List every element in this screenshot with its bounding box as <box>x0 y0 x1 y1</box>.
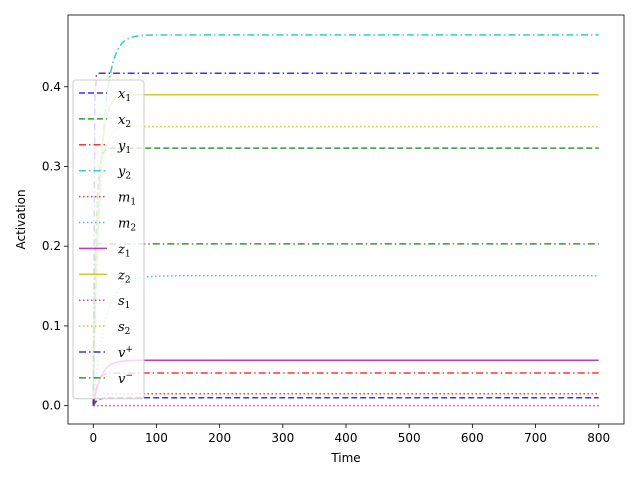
series-line-y-1 <box>92 372 599 406</box>
x-tick-label: 600 <box>461 431 484 445</box>
legend-label: y2 <box>117 165 131 182</box>
series-line-v- <box>92 72 599 406</box>
y-axis: 0.0 0.1 0.2 0.3 0.4 <box>42 80 68 413</box>
legend-label: z1 <box>117 242 131 259</box>
x-tick-label: 700 <box>524 431 547 445</box>
series-line-m-1 <box>92 392 599 406</box>
series-line-x-2 <box>92 147 599 406</box>
legend-box <box>72 79 145 400</box>
x-tick-label: 500 <box>398 431 421 445</box>
y-tick-label: 0.0 <box>42 399 61 413</box>
legend-label: y1 <box>117 139 131 156</box>
legend-label: x1 <box>118 87 131 104</box>
y-tick-label: 0.1 <box>42 319 61 333</box>
legend-label: z2 <box>117 268 131 285</box>
legend-label: v− <box>118 371 133 387</box>
x-tick-label: 200 <box>208 431 231 445</box>
legend-label: m1 <box>118 191 136 208</box>
legend-label: x2 <box>118 113 131 130</box>
x-tick-label: 800 <box>587 431 610 445</box>
x-axis: 0 100 200 300 400 500 600 700 800 <box>89 424 610 445</box>
y-tick-label: 0.2 <box>42 239 61 253</box>
x-tick-label: 400 <box>335 431 358 445</box>
legend: x1 x2 y1 y2 m1 m2 z1 z2 s1 s2 v+ v− <box>72 79 145 400</box>
series-line-y-2 <box>92 34 599 406</box>
y-axis-label: Activation <box>14 189 28 249</box>
legend-label: m2 <box>118 217 136 234</box>
x-axis-label: Time <box>330 451 360 465</box>
x-tick-label: 300 <box>271 431 294 445</box>
y-tick-label: 0.4 <box>42 80 61 94</box>
y-tick-label: 0.3 <box>42 159 61 173</box>
plot-area <box>68 15 624 424</box>
series-line-v- <box>92 243 599 406</box>
legend-label: s2 <box>118 320 130 337</box>
x-tick-label: 100 <box>145 431 168 445</box>
legend-label: s1 <box>118 294 130 311</box>
series-line-s-2 <box>92 125 599 406</box>
legend-label: v+ <box>118 345 133 361</box>
x-tick-label: 0 <box>89 431 97 445</box>
